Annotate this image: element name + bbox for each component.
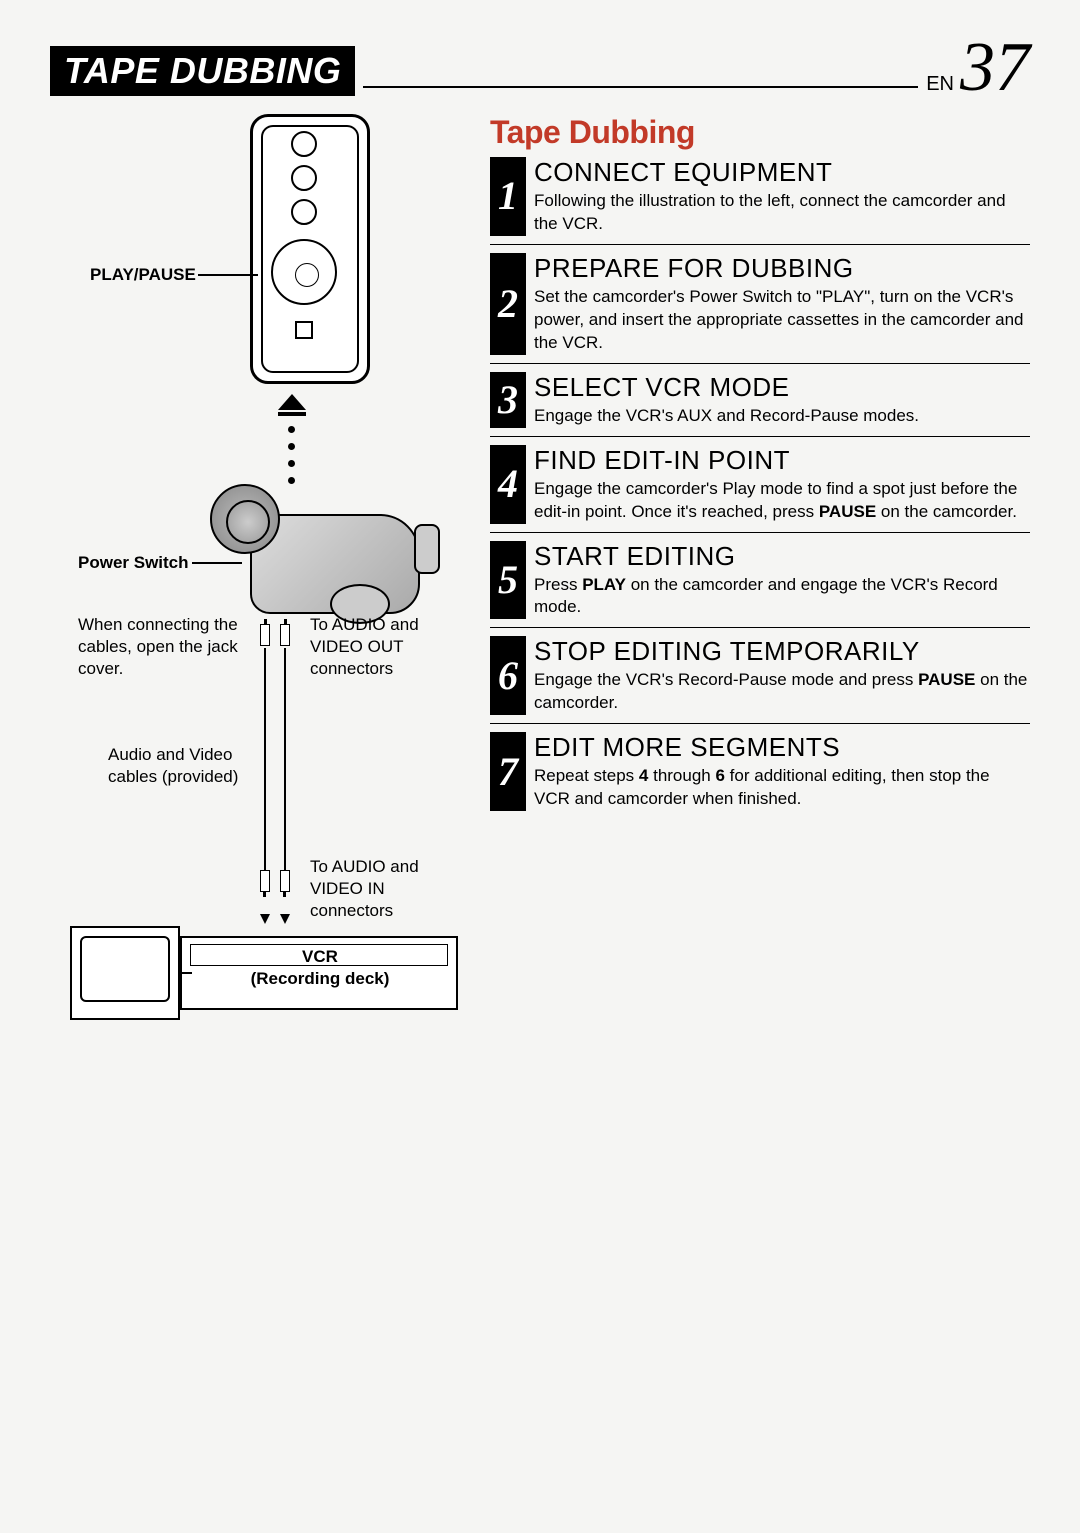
illustration-column: PLAY/PAUSE Power Switch When connecting … [50, 114, 460, 1034]
page-header: TAPE DUBBING EN 37 [50, 40, 1030, 96]
step-content: PREPARE FOR DUBBINGSet the camcorder's P… [526, 253, 1030, 355]
label-av-out: To AUDIO and VIDEO OUT connectors [310, 614, 450, 680]
label-av-in: To AUDIO and VIDEO IN connectors [310, 856, 450, 922]
step-content: SELECT VCR MODEEngage the VCR's AUX and … [526, 372, 1030, 428]
step: 2PREPARE FOR DUBBINGSet the camcorder's … [490, 253, 1030, 355]
plug-out-2 [280, 624, 290, 646]
page-lang: EN [926, 73, 954, 96]
remote-control [250, 114, 370, 384]
label-play-pause: PLAY/PAUSE [90, 264, 196, 286]
step-divider [490, 244, 1030, 245]
header-title-box: TAPE DUBBING [50, 46, 355, 96]
plug-out-1 [260, 624, 270, 646]
label-power-switch: Power Switch [78, 552, 189, 574]
step-content: FIND EDIT-IN POINTEngage the camcorder's… [526, 445, 1030, 524]
step-body: Engage the camcorder's Play mode to find… [534, 478, 1030, 524]
eject-icon [278, 394, 306, 410]
step-number: 4 [490, 445, 526, 524]
step-title: START EDITING [534, 541, 1030, 572]
step-divider [490, 436, 1030, 437]
step-number: 1 [490, 157, 526, 236]
step-content: STOP EDITING TEMPORARILYEngage the VCR's… [526, 636, 1030, 715]
step-number: 2 [490, 253, 526, 355]
step-number: 7 [490, 732, 526, 811]
step-body: Press PLAY on the camcorder and engage t… [534, 574, 1030, 620]
step-body: Set the camcorder's Power Switch to "PLA… [534, 286, 1030, 355]
header-page-ref: EN 37 [926, 40, 1030, 96]
step-title: STOP EDITING TEMPORARILY [534, 636, 1030, 667]
step-body: Following the illustration to the left, … [534, 190, 1030, 236]
plug-in-2 [280, 870, 290, 892]
step-number: 3 [490, 372, 526, 428]
label-cables-provided: Audio and Video cables (provided) [108, 744, 258, 788]
header-title: TAPE DUBBING [64, 50, 341, 91]
label-vcr: VCR (Recording deck) [220, 946, 420, 990]
step-number: 6 [490, 636, 526, 715]
connection-diagram: PLAY/PAUSE Power Switch When connecting … [50, 114, 460, 1034]
step: 6STOP EDITING TEMPORARILYEngage the VCR'… [490, 636, 1030, 715]
step: 5START EDITINGPress PLAY on the camcorde… [490, 541, 1030, 620]
step-body: Engage the VCR's AUX and Record-Pause mo… [534, 405, 1030, 428]
step-divider [490, 363, 1030, 364]
step-title: CONNECT EQUIPMENT [534, 157, 1030, 188]
label-jack-cover: When connecting the cables, open the jac… [78, 614, 238, 680]
steps-list: 1CONNECT EQUIPMENTFollowing the illustra… [490, 157, 1030, 811]
plug-in-1 [260, 870, 270, 892]
header-rule [363, 86, 918, 88]
step-divider [490, 723, 1030, 724]
step-title: SELECT VCR MODE [534, 372, 1030, 403]
step-divider [490, 627, 1030, 628]
step-number: 5 [490, 541, 526, 620]
step-body: Repeat steps 4 through 6 for additional … [534, 765, 1030, 811]
step-body: Engage the VCR's Record-Pause mode and p… [534, 669, 1030, 715]
section-title: Tape Dubbing [490, 114, 1030, 151]
step: 3SELECT VCR MODEEngage the VCR's AUX and… [490, 372, 1030, 428]
step: 1CONNECT EQUIPMENTFollowing the illustra… [490, 157, 1030, 236]
step-content: START EDITINGPress PLAY on the camcorder… [526, 541, 1030, 620]
step: 4FIND EDIT-IN POINTEngage the camcorder'… [490, 445, 1030, 524]
main-columns: PLAY/PAUSE Power Switch When connecting … [50, 114, 1030, 1034]
step-content: EDIT MORE SEGMENTSRepeat steps 4 through… [526, 732, 1030, 811]
tv-monitor [70, 926, 180, 1020]
step-title: EDIT MORE SEGMENTS [534, 732, 1030, 763]
step-title: FIND EDIT-IN POINT [534, 445, 1030, 476]
page-number: 37 [960, 40, 1030, 96]
step-title: PREPARE FOR DUBBING [534, 253, 1030, 284]
step-divider [490, 532, 1030, 533]
step: 7EDIT MORE SEGMENTSRepeat steps 4 throug… [490, 732, 1030, 811]
steps-column: Tape Dubbing 1CONNECT EQUIPMENTFollowing… [490, 114, 1030, 1034]
step-content: CONNECT EQUIPMENTFollowing the illustrat… [526, 157, 1030, 236]
